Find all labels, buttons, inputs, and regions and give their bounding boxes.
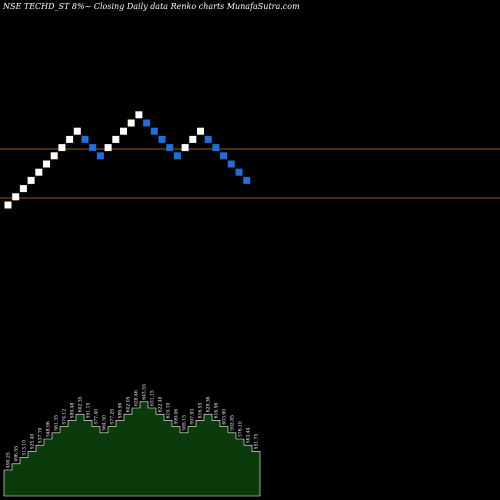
brick-value-label: 561.35 — [54, 415, 60, 431]
brick-down — [173, 152, 181, 160]
brick-value-label: 548.96 — [46, 421, 52, 437]
brick-value-label: 564.50 — [102, 415, 108, 431]
brick-up — [4, 201, 12, 209]
brick-down — [89, 144, 97, 152]
brick-down — [212, 144, 220, 152]
brick-down — [158, 135, 166, 143]
brick-down — [166, 144, 174, 152]
brick-value-label: 602.05 — [126, 396, 132, 412]
brick-up — [58, 144, 66, 152]
brick-value-label: 496.55 — [14, 446, 20, 462]
brick-up — [50, 152, 58, 160]
brick-value-label: 622.40 — [158, 396, 164, 412]
brick-value-label: 537.70 — [38, 427, 44, 443]
brick-up — [189, 135, 197, 143]
brick-value-label: 616.55 — [198, 403, 204, 419]
brick-up — [66, 135, 74, 143]
brick-up — [112, 135, 120, 143]
brick-up — [35, 168, 43, 176]
brick-value-label: 602.35 — [78, 396, 84, 412]
brick-value-label: 628.46 — [134, 390, 140, 406]
brick-value-label: 628.36 — [206, 396, 212, 412]
brick-down — [204, 135, 212, 143]
brick-value-label: 576.10 — [238, 421, 244, 437]
brick-up — [104, 144, 112, 152]
brick-value-label: 574.12 — [62, 409, 68, 425]
brick-down — [243, 176, 251, 184]
brick-down — [81, 135, 89, 143]
brick-value-area: 490.25 496.55 513.10 525.40 537.70 548.96 561.… — [3, 384, 261, 497]
brick-value-label: 589.48 — [70, 403, 76, 419]
renko-bricks — [4, 111, 251, 209]
brick-up — [181, 144, 189, 152]
brick-value-label: 631.15 — [150, 390, 156, 406]
brick-up — [43, 160, 50, 168]
chart-title: NSE TECHD_ST 8%~ Closing Daily data Renk… — [2, 2, 300, 11]
brick-up — [73, 127, 81, 135]
brick-value-label: 603.90 — [222, 409, 228, 425]
brick-value-label: 589.96 — [118, 403, 124, 419]
brick-value-label: 490.25 — [6, 452, 12, 468]
value-area — [3, 401, 261, 497]
brick-value-label: 525.40 — [30, 434, 36, 450]
brick-value-label: 616.56 — [214, 403, 220, 419]
brick-up — [27, 176, 35, 184]
brick-value-label: 513.10 — [22, 440, 28, 456]
brick-down — [96, 152, 104, 160]
brick-down — [143, 119, 151, 127]
brick-up — [120, 127, 127, 135]
brick-value-label: 591.15 — [86, 403, 92, 419]
brick-up — [197, 127, 204, 135]
brick-value-label: 563.44 — [246, 427, 252, 443]
brick-down — [227, 160, 235, 168]
brick-up — [19, 185, 27, 193]
brick-value-label: 610.10 — [166, 403, 172, 419]
brick-down — [220, 152, 228, 160]
brick-value-label: 577.40 — [94, 409, 100, 425]
brick-value-label: 585.15 — [182, 415, 188, 431]
brick-down — [150, 127, 158, 135]
brick-value-label: 551.75 — [254, 434, 260, 450]
brick-value-label: 599.06 — [174, 409, 180, 425]
brick-up — [127, 119, 135, 127]
brick-value-label: 592.85 — [230, 415, 236, 431]
brick-down — [235, 168, 243, 176]
brick-up — [12, 193, 20, 201]
brick-value-label: 643.55 — [142, 384, 148, 400]
brick-up — [135, 111, 143, 119]
brick-value-label: 597.93 — [190, 409, 196, 425]
brick-value-label: 577.25 — [110, 409, 116, 425]
